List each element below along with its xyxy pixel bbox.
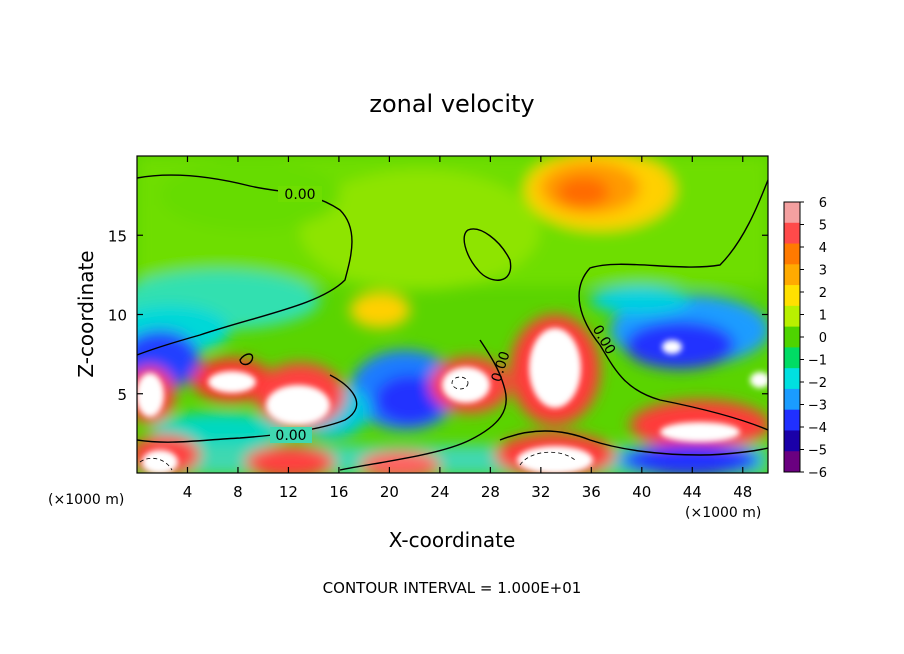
x-unit-left: (×1000 m) bbox=[48, 492, 124, 508]
colorbar-swatch bbox=[784, 243, 800, 265]
colorbar-tick-label: 1 bbox=[819, 309, 827, 324]
colorbar-tick-label: −6 bbox=[808, 466, 827, 481]
y-tick-label: 10 bbox=[108, 307, 127, 325]
colorbar-swatch bbox=[784, 451, 800, 473]
x-tick-label: 44 bbox=[683, 483, 702, 501]
contour-interval-note: CONTOUR INTERVAL = 1.000E+01 bbox=[323, 579, 582, 597]
x-tick-label: 20 bbox=[380, 483, 399, 501]
colorbar-swatch bbox=[784, 347, 800, 369]
colorbar-tick-label: 2 bbox=[819, 286, 827, 301]
colorbar-tick-label: −3 bbox=[808, 399, 827, 414]
x-tick-label: 12 bbox=[279, 483, 298, 501]
colorbar-tick-label: −1 bbox=[808, 354, 827, 369]
heatmap-field bbox=[137, 156, 768, 473]
colorbar-tick-label: 5 bbox=[819, 219, 827, 234]
colorbar-swatch bbox=[784, 409, 800, 431]
colorbar-tick-label: −2 bbox=[808, 376, 827, 391]
x-tick-label: 28 bbox=[481, 483, 500, 501]
y-axis-label: Z-coordinate bbox=[74, 250, 98, 377]
x-tick-label: 48 bbox=[733, 483, 752, 501]
colorbar-tick-label: 4 bbox=[819, 241, 827, 256]
colorbar-swatch bbox=[784, 222, 800, 245]
x-tick-label: 36 bbox=[582, 483, 601, 501]
colorbar-swatch bbox=[784, 202, 800, 224]
colorbar-swatch bbox=[784, 430, 800, 452]
colorbar-swatch bbox=[784, 368, 800, 390]
colorbar-swatch bbox=[784, 388, 800, 411]
y-tick-label: 5 bbox=[117, 386, 127, 404]
x-tick-label: 32 bbox=[531, 483, 550, 501]
x-axis-label: X-coordinate bbox=[389, 528, 516, 552]
x-tick-label: 4 bbox=[183, 483, 193, 501]
colorbar: 6 5 4 3 2 1 0 −1 −2 −3 −4 −5 −6 bbox=[783, 196, 827, 481]
contour-label: 0.00 bbox=[284, 187, 315, 203]
x-axis: 4 8 12 16 20 24 28 32 36 40 44 48 bbox=[183, 156, 752, 501]
x-tick-label: 8 bbox=[233, 483, 243, 501]
chart-title: zonal velocity bbox=[369, 90, 534, 118]
x-tick-label: 16 bbox=[329, 483, 348, 501]
colorbar-tick-label: −5 bbox=[808, 444, 827, 459]
contour-label: 0.00 bbox=[275, 428, 306, 444]
colorbar-tick-label: 0 bbox=[819, 331, 827, 346]
x-tick-label: 24 bbox=[430, 483, 449, 501]
y-tick-label: 15 bbox=[108, 227, 127, 245]
x-tick-label: 40 bbox=[632, 483, 651, 501]
colorbar-tick-label: 3 bbox=[819, 264, 827, 279]
colorbar-swatch bbox=[784, 285, 800, 307]
colorbar-tick-label: 6 bbox=[819, 196, 827, 211]
colorbar-tick-label: −4 bbox=[808, 421, 827, 436]
colorbar-swatch bbox=[784, 305, 800, 328]
x-unit-right: (×1000 m) bbox=[685, 505, 761, 521]
colorbar-swatch bbox=[784, 326, 800, 348]
colorbar-swatch bbox=[784, 264, 800, 286]
y-axis: 5 10 15 bbox=[108, 227, 768, 404]
